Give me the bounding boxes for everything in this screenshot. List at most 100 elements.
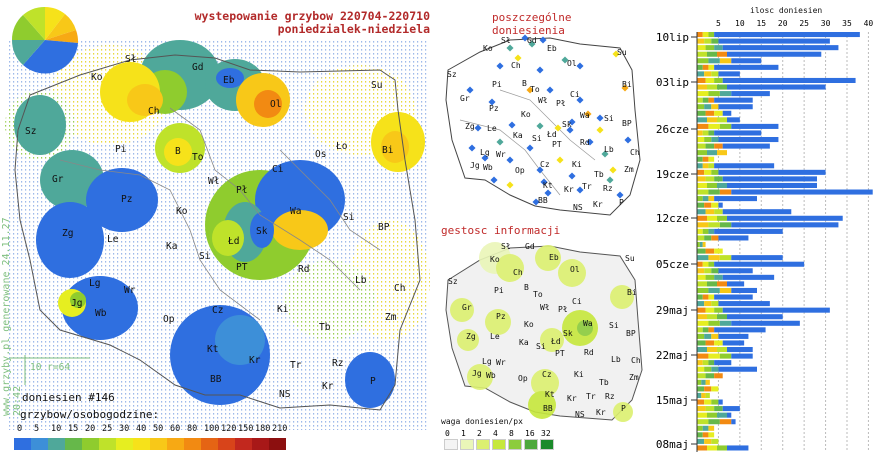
- region-label: Wł: [538, 96, 548, 105]
- history-bar: [697, 130, 762, 136]
- region-label: Zm: [385, 312, 397, 323]
- region-label: Os: [315, 149, 327, 160]
- density-legend-swatch: [444, 439, 458, 450]
- history-bar: [697, 169, 826, 175]
- region-label: Zm: [629, 373, 639, 382]
- report-marker: [539, 36, 547, 44]
- region-label: Wb: [95, 308, 107, 319]
- legend-value: 60: [170, 424, 181, 434]
- region-label: Łd: [228, 236, 240, 247]
- history-bar: [697, 64, 779, 70]
- region-label: Łd: [547, 130, 557, 139]
- region-label: Gd: [525, 242, 535, 251]
- region-label: Kr: [249, 355, 261, 366]
- region-label: Pz: [121, 194, 133, 205]
- report-marker: [554, 124, 562, 132]
- region-label: Pł: [236, 185, 248, 196]
- history-bar: [697, 137, 779, 143]
- region-label: BB: [538, 196, 548, 205]
- main-map: wystepowanie grzybow 220704-220710 ponie…: [0, 0, 430, 454]
- region-label: Eb: [223, 75, 235, 86]
- legend-swatch: [116, 438, 133, 450]
- date-label: 29maj: [656, 304, 689, 317]
- region-label: Rd: [580, 138, 590, 147]
- history-bar: [697, 419, 736, 425]
- region-label: Ka: [166, 241, 178, 252]
- region-label: Sz: [447, 70, 457, 79]
- history-bar: [697, 91, 770, 97]
- region-label: Lb: [604, 145, 614, 154]
- history-bar: [697, 333, 749, 339]
- legend-value: 100: [204, 424, 220, 434]
- density-legend-swatches: [444, 439, 556, 451]
- region-label: Si: [609, 321, 619, 330]
- region-label: Bi: [382, 145, 394, 156]
- region-label: Ko: [176, 206, 188, 217]
- report-marker: [488, 98, 496, 106]
- region-label: Rz: [603, 184, 613, 193]
- density-legend-value: 32: [541, 429, 551, 438]
- region-label: Ch: [394, 283, 406, 294]
- report-marker: [506, 181, 514, 189]
- report-marker: [596, 114, 604, 122]
- density-legend-value: 1: [461, 429, 466, 438]
- region-label: Lg: [480, 148, 490, 157]
- region-label: Si: [532, 134, 542, 143]
- region-label: Ci: [570, 90, 580, 99]
- history-bar: [697, 445, 749, 451]
- region-label: Lg: [482, 357, 492, 366]
- region-label: Kt: [543, 181, 553, 190]
- region-label: Ch: [148, 106, 160, 117]
- history-bar: [697, 373, 723, 379]
- region-label: P: [619, 198, 624, 207]
- region-label: Cz: [212, 305, 224, 316]
- date-label: 03lip: [656, 76, 689, 89]
- region-label: Si: [199, 251, 211, 262]
- density-legend-value: 2: [477, 429, 482, 438]
- history-chart: 5 10 15 20 25 30 35 40 10lip 03lip 26cze 19cze 12cze…: [656, 19, 873, 452]
- region-label: B: [175, 146, 181, 157]
- density-legend-title: waga doniesien/px: [441, 417, 523, 426]
- report-marker: [576, 96, 584, 104]
- region-label: Sł: [125, 54, 137, 65]
- region-label: Zg: [62, 228, 74, 239]
- region-label: Pi: [494, 286, 504, 295]
- x-tick-label: 15: [756, 19, 766, 28]
- report-marker: [536, 166, 544, 174]
- history-bar: [697, 242, 706, 248]
- report-marker: [616, 191, 624, 199]
- region-label: Lg: [89, 278, 101, 289]
- report-marker: [576, 62, 584, 70]
- legend-value: 0: [17, 424, 23, 434]
- history-bar: [697, 84, 826, 90]
- region-label: Sł: [501, 36, 511, 45]
- legend-value: 210: [272, 424, 288, 434]
- region-label: Ch: [630, 148, 640, 157]
- date-label: 22maj: [656, 349, 689, 362]
- region-label: Ci: [572, 297, 582, 306]
- legend-value: 150: [238, 424, 254, 434]
- region-label: Tr: [290, 360, 302, 371]
- date-label: 12cze: [656, 212, 689, 225]
- history-bar: [697, 32, 860, 38]
- history-bar: [697, 399, 723, 405]
- region-label: Gd: [527, 36, 537, 45]
- history-bar: [697, 301, 770, 307]
- region-label: Op: [518, 374, 528, 383]
- x-tick-label: 10: [735, 19, 745, 28]
- region-label: To: [530, 85, 540, 94]
- region-label: Eb: [547, 44, 557, 53]
- report-marker: [528, 40, 536, 48]
- region-label: Si: [343, 212, 355, 223]
- legend-swatch: [252, 438, 269, 450]
- report-marker: [468, 144, 476, 152]
- region-label: Ko: [490, 255, 500, 264]
- region-label: Wa: [580, 111, 590, 120]
- legend-value: 80: [187, 424, 198, 434]
- legend-swatch: [48, 438, 65, 450]
- history-bar: [697, 320, 800, 326]
- history-bar: [697, 432, 715, 438]
- density-legend-value: 16: [525, 429, 535, 438]
- history-bar: [697, 281, 745, 287]
- legend-value: 40: [136, 424, 147, 434]
